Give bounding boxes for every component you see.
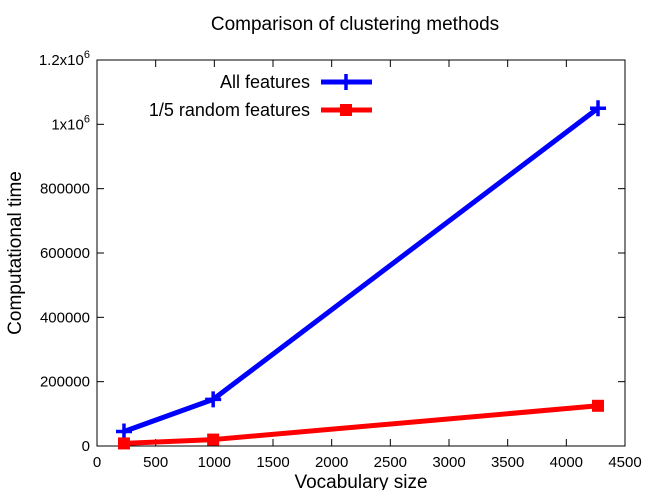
series-line: [123, 403, 599, 446]
x-tick-label: 0: [93, 454, 101, 471]
x-tick-label: 1500: [256, 454, 289, 471]
legend-label: All features: [220, 72, 310, 92]
legend-marker: [338, 74, 354, 90]
y-tick-label: 400000: [40, 309, 90, 326]
x-tick-label: 3000: [432, 454, 465, 471]
y-tick-label: 1.2x106: [39, 49, 90, 69]
series-2: [117, 399, 605, 450]
data-point: [590, 100, 607, 117]
data-point: [592, 399, 605, 412]
series-1: [115, 100, 607, 440]
x-tick-label: 4500: [608, 454, 641, 471]
data-point: [115, 423, 132, 440]
y-tick-label: 1x106: [51, 113, 90, 133]
chart-title: Comparison of clustering methods: [211, 14, 499, 35]
y-tick-label: 200000: [40, 374, 90, 391]
x-tick-label: 2500: [374, 454, 407, 471]
data-point: [205, 391, 222, 408]
x-axis-label: Vocabulary size: [294, 472, 427, 490]
x-tick-label: 500: [143, 454, 168, 471]
legend-marker: [340, 104, 352, 116]
x-tick-label: 4000: [550, 454, 583, 471]
series-line: [123, 106, 600, 434]
y-tick-label: 800000: [40, 181, 90, 198]
y-tick-label: 600000: [40, 245, 90, 262]
legend-label: 1/5 random features: [149, 100, 310, 120]
data-point: [207, 433, 220, 446]
legend: All features 1/5 random features: [149, 72, 372, 120]
y-tick-label: 0: [82, 438, 90, 455]
x-tick-label: 3500: [491, 454, 524, 471]
data-point: [117, 437, 130, 450]
y-axis-label: Computational time: [5, 171, 26, 335]
x-tick-label: 2000: [315, 454, 348, 471]
x-tick-label: 1000: [198, 454, 231, 471]
